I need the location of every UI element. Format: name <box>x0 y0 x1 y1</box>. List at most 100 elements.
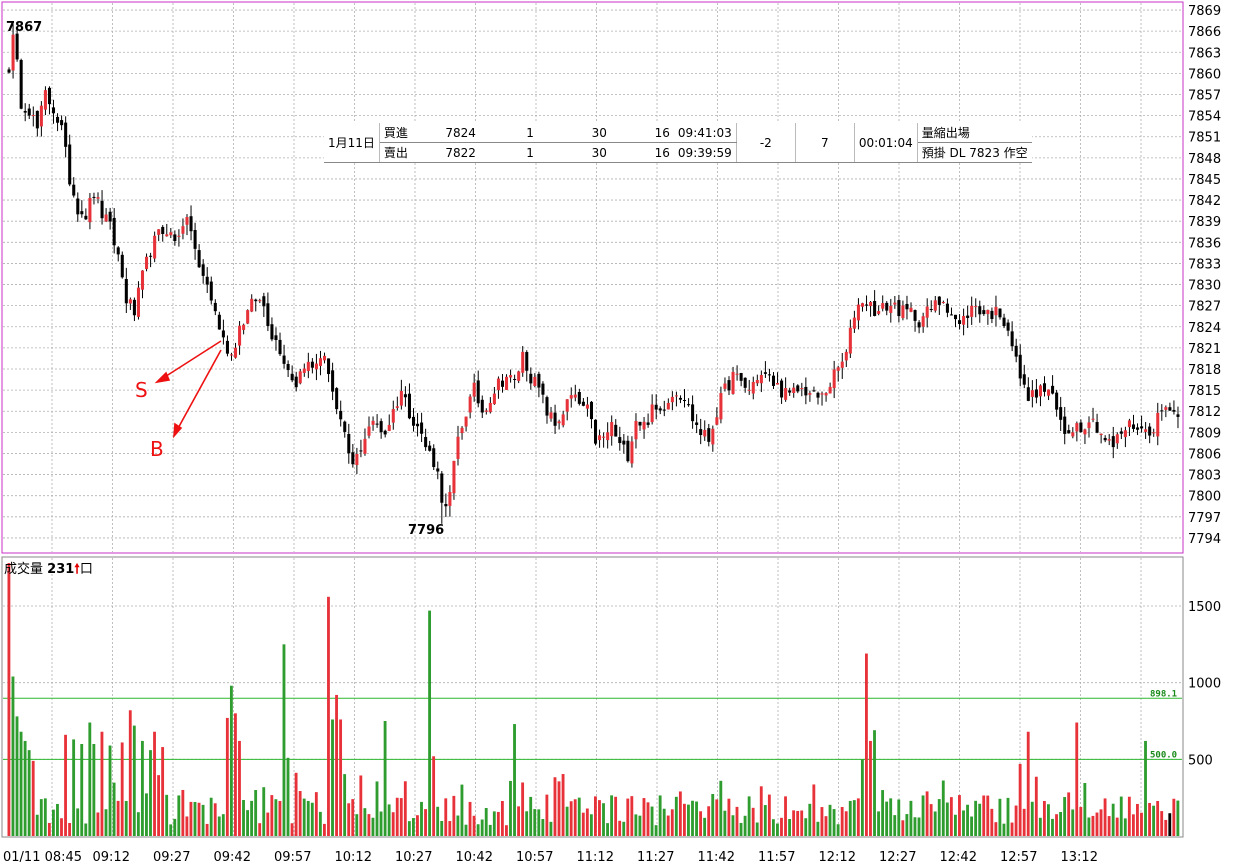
price-tick-label: 7857 <box>1188 89 1221 104</box>
volume-bar <box>589 814 593 836</box>
candle-body <box>484 410 488 412</box>
candle-body <box>104 214 108 222</box>
time-tick-label: 11:57 <box>758 850 795 865</box>
candle-body <box>488 402 492 413</box>
candle-body <box>173 234 177 242</box>
candle-body <box>852 317 856 329</box>
volume-bar <box>136 812 140 836</box>
volume-bar <box>1095 812 1099 836</box>
volume-bar <box>72 739 76 836</box>
candle-body <box>666 402 670 410</box>
volume-bar <box>262 787 266 836</box>
candle-body <box>1022 374 1026 385</box>
volume-bar <box>577 797 581 836</box>
price-tick-label: 7860 <box>1188 67 1221 82</box>
candle-body <box>51 107 56 114</box>
volume-bar <box>39 799 43 836</box>
volume-bar <box>484 808 488 836</box>
candle-body <box>1047 389 1051 396</box>
candle-body <box>788 390 792 393</box>
candle-body <box>869 302 873 307</box>
price-tick-label: 7818 <box>1188 363 1221 378</box>
candle-body <box>100 200 104 219</box>
volume-bar <box>533 809 537 836</box>
candle-body <box>274 335 278 341</box>
trade-annotations <box>154 340 222 439</box>
candle-body <box>828 386 832 394</box>
price-tick-label: 7794 <box>1188 532 1221 547</box>
volume-bar <box>1091 815 1095 836</box>
candle-body <box>1156 412 1160 437</box>
volume-bar <box>201 804 205 836</box>
volume-bar <box>193 801 197 836</box>
time-tick-label: 10:42 <box>456 850 493 865</box>
volume-bar <box>945 802 949 836</box>
volume-bar <box>646 802 650 836</box>
volume-bar <box>1123 818 1127 836</box>
volume-bar <box>145 793 148 836</box>
volume-bar <box>205 823 209 836</box>
candle-body <box>35 110 39 129</box>
candle-body <box>751 381 755 394</box>
candle-body <box>72 184 76 196</box>
candle-body <box>56 116 60 123</box>
volume-bar <box>132 725 136 836</box>
volume-bar <box>517 806 520 836</box>
candle-body <box>1160 410 1164 412</box>
price-tick-label: 7824 <box>1188 321 1221 336</box>
candle-body <box>149 255 153 257</box>
candle-body <box>711 428 715 445</box>
candle-body <box>1168 407 1172 411</box>
volume-bar <box>246 810 249 836</box>
candle-body <box>565 399 569 412</box>
volume-bar <box>23 740 27 836</box>
candle-body <box>759 374 763 384</box>
volume-bar <box>64 734 67 836</box>
volume-bar <box>933 811 937 836</box>
candle-body <box>982 310 986 315</box>
candle-body <box>610 422 614 437</box>
candle-body <box>784 388 788 400</box>
candle-body <box>355 454 359 465</box>
candle-body <box>1083 429 1087 435</box>
candle-body <box>318 358 322 366</box>
time-tick-label: 11:27 <box>637 850 674 865</box>
volume-bar <box>104 809 108 836</box>
volume-bar <box>88 722 92 836</box>
candle-body <box>937 296 941 305</box>
candle-body <box>185 217 189 225</box>
candle-body <box>76 198 80 215</box>
candle-body <box>941 302 945 304</box>
candle-body <box>327 358 331 375</box>
candle-body <box>949 314 953 316</box>
candle-body <box>929 308 933 310</box>
info-qty: 1 <box>479 142 538 163</box>
candle-body <box>638 421 642 426</box>
volume-bar <box>565 806 569 836</box>
volume-bar <box>610 795 614 836</box>
volume-bar <box>488 824 492 836</box>
volume-bar <box>654 825 658 836</box>
volume-bar <box>541 819 545 836</box>
candle-body <box>654 404 658 410</box>
candle-body <box>545 397 549 416</box>
time-tick-label: 13:12 <box>1061 850 1098 865</box>
candle-body <box>112 217 116 246</box>
price-tick-label: 7833 <box>1188 257 1221 272</box>
candle-body <box>594 419 598 444</box>
candle-body <box>812 390 816 392</box>
price-tick-label: 7806 <box>1188 447 1221 462</box>
candle-body <box>242 324 246 330</box>
candle-body <box>205 276 209 285</box>
candle-body <box>986 309 990 315</box>
volume-bar <box>699 811 703 836</box>
volume-bar <box>1010 822 1014 836</box>
volume-bar <box>331 719 334 836</box>
volume-bar <box>456 815 460 836</box>
info-b: 16 <box>610 142 674 163</box>
volume-bar <box>719 780 723 836</box>
volume-bar <box>885 801 889 836</box>
candle-body <box>678 397 682 400</box>
candle-body <box>994 306 998 316</box>
time-tick-label: 09:27 <box>153 850 190 865</box>
